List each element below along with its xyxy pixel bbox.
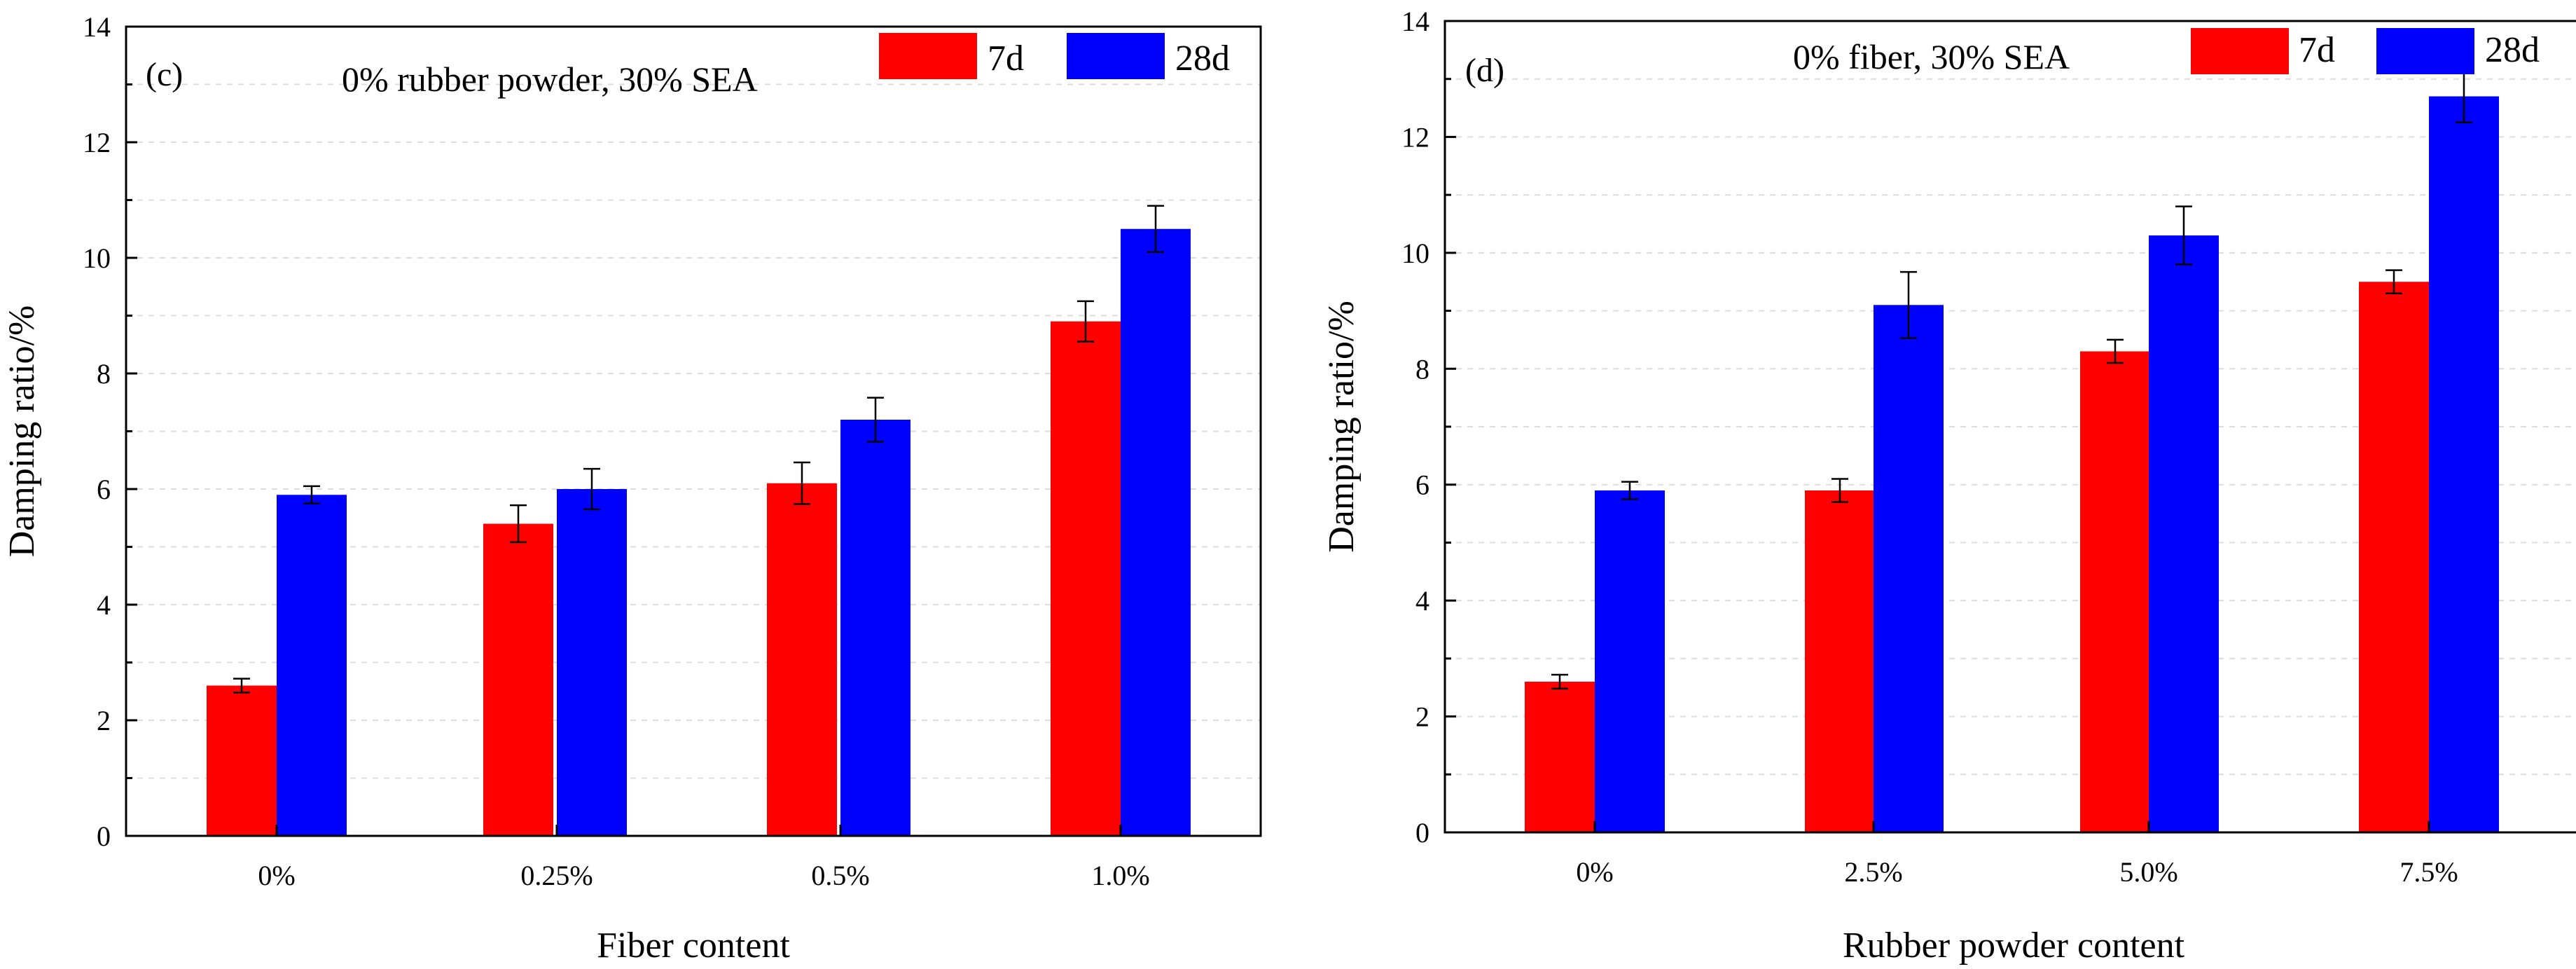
y-tick-label: 8 xyxy=(97,358,111,390)
x-tick-label: 2.5% xyxy=(1844,856,1902,888)
chart-panel-d: 0 2 4 6 8 10 12 14 0% 2.5% 5.0% 7.5% (d) 0% fiber,… xyxy=(1322,6,2576,965)
bar-7d-1.0% xyxy=(1051,321,1121,836)
bar-28d-0% xyxy=(277,495,347,836)
x-tick-label: 5.0% xyxy=(2119,856,2177,888)
y-tick-label: 12 xyxy=(1401,121,1429,153)
x-axis-title: Rubber powder content xyxy=(1843,926,2185,965)
legend-swatch-28d xyxy=(1067,33,1165,79)
bar-7d-5.0% xyxy=(2080,351,2150,832)
legend-label-28d: 28d xyxy=(2485,30,2540,70)
x-tick-label: 0.5% xyxy=(811,860,869,891)
panel-label: (d) xyxy=(1465,52,1504,89)
y-tick-label: 0 xyxy=(97,820,111,852)
y-tick-label: 6 xyxy=(1415,469,1429,501)
legend: 7d 28d xyxy=(879,33,1230,79)
legend-swatch-28d xyxy=(2376,28,2474,74)
y-axis-title: Damping ratio/% xyxy=(2,305,42,558)
y-tick-label: 10 xyxy=(1401,238,1429,269)
x-tick-label: 7.5% xyxy=(2400,856,2458,888)
y-tick-label: 14 xyxy=(1401,6,1429,37)
legend-label-7d: 7d xyxy=(2299,30,2335,70)
y-axis-title: Damping ratio/% xyxy=(1322,301,1362,553)
bar-28d-5.0% xyxy=(2149,235,2219,832)
bar-28d-0.5% xyxy=(840,420,910,836)
y-tick-label: 4 xyxy=(1415,585,1429,617)
y-tick-label: 10 xyxy=(83,242,111,274)
y-tick-label: 2 xyxy=(1415,701,1429,733)
bar-28d-0.25% xyxy=(557,489,627,836)
bar-7d-7.5% xyxy=(2359,282,2429,832)
x-tick-label: 0% xyxy=(1576,856,1613,888)
chart-panel-c: 0 2 4 6 8 10 12 14 0% 0.25% 0.5% 1.0% (c) 0% rubbe… xyxy=(2,11,1262,965)
x-tick-label: 0.25% xyxy=(520,860,593,891)
legend-swatch-7d xyxy=(2191,28,2289,74)
panel-label: (c) xyxy=(146,56,183,93)
y-tick-label: 0 xyxy=(1415,817,1429,848)
y-tick-label: 2 xyxy=(97,705,111,736)
bar-7d-0.25% xyxy=(483,523,553,836)
y-tick-label: 6 xyxy=(97,474,111,505)
condition-label: 0% rubber powder, 30% SEA xyxy=(342,60,758,99)
bar-7d-0.5% xyxy=(767,483,837,836)
y-tick-label: 4 xyxy=(97,589,111,621)
bar-28d-0% xyxy=(1595,490,1665,832)
y-tick-label: 12 xyxy=(83,127,111,158)
bar-28d-2.5% xyxy=(1874,305,1944,832)
bar-28d-1.0% xyxy=(1121,228,1191,836)
x-tick-label: 0% xyxy=(258,860,295,891)
legend-label-7d: 7d xyxy=(988,39,1024,78)
y-tick-label: 14 xyxy=(83,11,111,43)
bar-28d-7.5% xyxy=(2429,96,2499,832)
legend: 7d 28d xyxy=(2191,28,2540,74)
bar-7d-2.5% xyxy=(1805,490,1875,832)
condition-label: 0% fiber, 30% SEA xyxy=(1793,37,2070,76)
x-tick-label: 1.0% xyxy=(1091,860,1149,891)
legend-label-28d: 28d xyxy=(1175,39,1230,78)
x-axis-title: Fiber content xyxy=(597,926,790,965)
bar-7d-0% xyxy=(1525,681,1595,832)
y-tick-label: 8 xyxy=(1415,353,1429,385)
legend-swatch-7d xyxy=(879,33,977,79)
bar-7d-0% xyxy=(207,685,277,836)
